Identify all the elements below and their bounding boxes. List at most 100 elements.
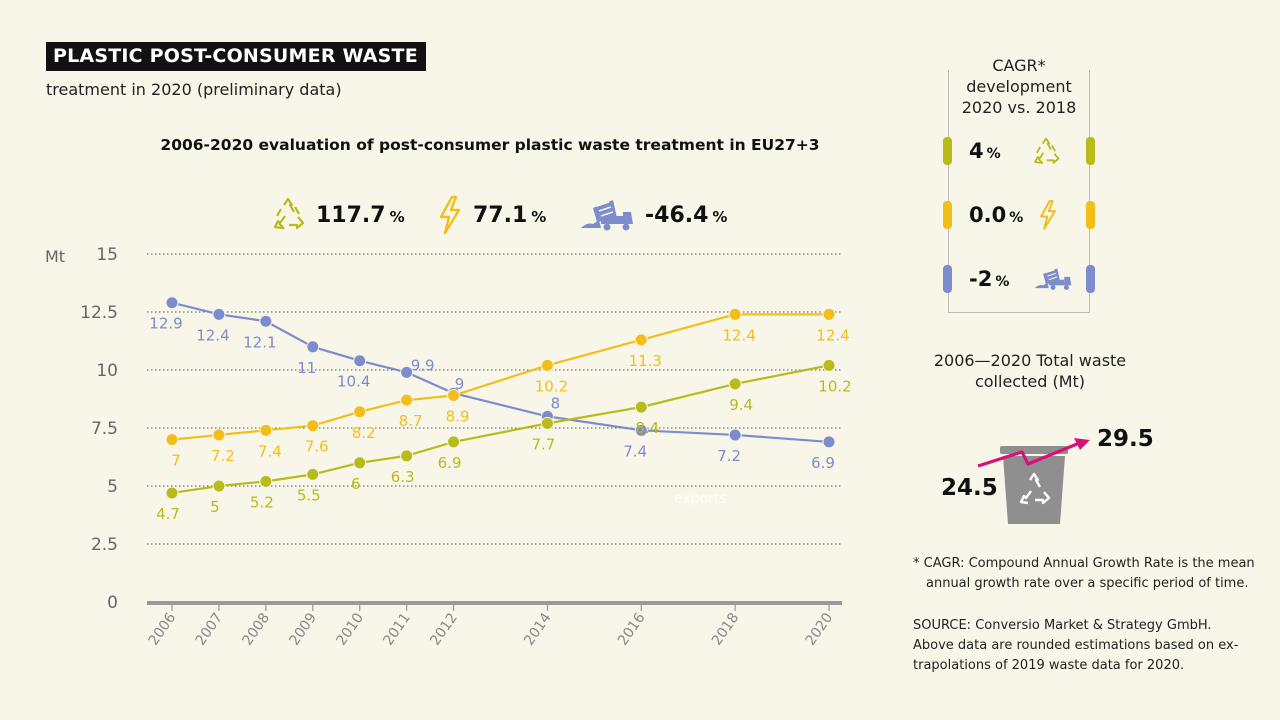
recycling-data-label: 8.4	[635, 419, 659, 437]
stat-energy: 77.1%	[437, 195, 546, 235]
landfill-point	[212, 307, 226, 321]
landfill-data-label: 6.9	[811, 454, 835, 472]
energy-point	[353, 405, 367, 419]
cagr-energy-value: 0.0	[969, 203, 1007, 227]
recycling-point	[353, 456, 367, 470]
recycling-data-label: 6.3	[391, 468, 415, 486]
landfill-truck-icon	[1034, 268, 1072, 290]
x-tick-label: 2018	[709, 610, 743, 648]
recycling-data-label: 5.2	[250, 493, 274, 511]
energy-data-label: 8.9	[446, 408, 470, 426]
recycling-data-label: 10.2	[818, 377, 851, 395]
landfill-data-label: 11	[297, 359, 316, 377]
stat-energy-value: 77.1	[473, 202, 528, 228]
energy-data-label: 7.2	[211, 447, 235, 465]
landfill-data-label: 8	[551, 394, 561, 412]
landfill-point	[634, 423, 648, 437]
energy-point	[728, 307, 742, 321]
cagr-title: CAGR* development 2020 vs. 2018	[955, 55, 1083, 118]
energy-point	[634, 333, 648, 347]
landfill-data-label: 10.4	[337, 373, 370, 391]
landfill-truck-icon	[581, 200, 633, 231]
energy-data-label: 11.3	[629, 352, 662, 370]
landfill-data-label: 12.4	[196, 326, 229, 344]
source-line2: Above data are rounded estimations based…	[913, 638, 1239, 653]
cagr-tab	[1086, 201, 1095, 229]
y-axis-label: Mt	[45, 247, 65, 266]
cagr-landfill-value: -2	[969, 267, 993, 291]
cagr-row-recycling: 4%	[943, 137, 1095, 171]
recycling-point	[212, 479, 226, 493]
x-tick-label: 2010	[333, 610, 367, 648]
recycling-point	[540, 416, 554, 430]
landfill-data-label: 9.9	[411, 356, 435, 374]
energy-point	[400, 393, 414, 407]
cagr-row-energy: 0.0%	[943, 200, 1095, 235]
cagr-panel	[948, 70, 1090, 313]
source-line1: SOURCE: Conversio Market & Strategy GmbH…	[913, 618, 1212, 633]
source-line3: trapolations of 2019 waste data for 2020…	[913, 658, 1185, 673]
y-tick-label: 10	[96, 361, 118, 381]
landfill-point	[306, 340, 320, 354]
chart-title: 2006-2020 evaluation of post-consumer pl…	[160, 136, 820, 154]
energy-data-label: 7.4	[258, 442, 282, 460]
energy-point	[447, 389, 461, 403]
x-tick-label: 2007	[193, 610, 227, 648]
energy-recovery-icon	[1040, 200, 1056, 230]
total-title: 2006—2020 Total waste collected (Mt)	[933, 351, 1127, 391]
landfill-data-label: 12.1	[243, 333, 276, 351]
recycling-data-label: 7.7	[531, 435, 555, 453]
y-tick-label: 0	[107, 593, 118, 613]
landfill-point	[728, 428, 742, 442]
landfill-data-label: 7.4	[623, 442, 647, 460]
energy-point	[540, 358, 554, 372]
energy-data-label: 7	[171, 452, 181, 470]
x-tick-label: 2020	[803, 610, 837, 648]
recycling-data-label: 4.7	[156, 505, 180, 523]
cagr-footnote-line2: annual growth rate over a specific perio…	[926, 576, 1249, 591]
stat-landfill-unit: %	[712, 207, 728, 226]
page-subtitle: treatment in 2020 (preliminary data)	[46, 80, 342, 99]
cagr-tab	[1086, 265, 1095, 293]
recycling-icon	[273, 197, 305, 230]
energy-point	[306, 419, 320, 433]
x-tick-label: 2006	[146, 610, 180, 648]
y-tick-label: 2.5	[91, 535, 118, 555]
recycling-point	[400, 449, 414, 463]
total-end-value: 29.5	[1097, 426, 1154, 452]
line-chart: 0 2.5 5 7.5 10 12.5 15 Mt 2006 2007 2008 2009 2010 20…	[45, 245, 852, 648]
landfill-data-label: 9	[455, 375, 465, 393]
stat-recycling-value: 117.7	[316, 202, 386, 228]
cagr-recycling-unit: %	[986, 146, 1001, 162]
recycling-data-label: 6	[351, 475, 361, 493]
stat-energy-unit: %	[531, 207, 547, 226]
x-tick-label: 2008	[240, 610, 274, 648]
energy-point	[165, 433, 179, 447]
x-tick-label: 2009	[287, 610, 321, 648]
landfill-data-label: 7.2	[717, 447, 741, 465]
energy-point	[259, 423, 273, 437]
recycling-data-label: 5	[210, 498, 220, 516]
stat-landfill-value: -46.4	[645, 202, 709, 228]
recycling-point	[259, 474, 273, 488]
recycling-point	[447, 435, 461, 449]
cagr-footnote-line1: * CAGR: Compound Annual Growth Rate is t…	[913, 556, 1255, 571]
y-tick-label: 12.5	[80, 303, 118, 323]
cagr-energy-unit: %	[1009, 210, 1024, 226]
cagr-tab	[943, 137, 952, 165]
stat-recycling: 117.7%	[270, 195, 405, 235]
recycling-point	[634, 400, 648, 414]
energy-point	[822, 307, 836, 321]
energy-data-label: 7.6	[305, 438, 329, 456]
landfill-point	[822, 435, 836, 449]
cagr-row-landfill: -2%	[943, 265, 1095, 299]
energy-recovery-icon	[439, 195, 461, 235]
recycling-icon	[1034, 137, 1060, 165]
energy-data-label: 12.4	[816, 326, 849, 344]
landfill-point	[400, 365, 414, 379]
landfill-point	[353, 354, 367, 368]
x-tick-label: 2016	[615, 610, 649, 648]
total-start-value: 24.5	[941, 475, 998, 501]
x-axis	[147, 601, 842, 605]
energy-data-label: 8.7	[399, 412, 423, 430]
